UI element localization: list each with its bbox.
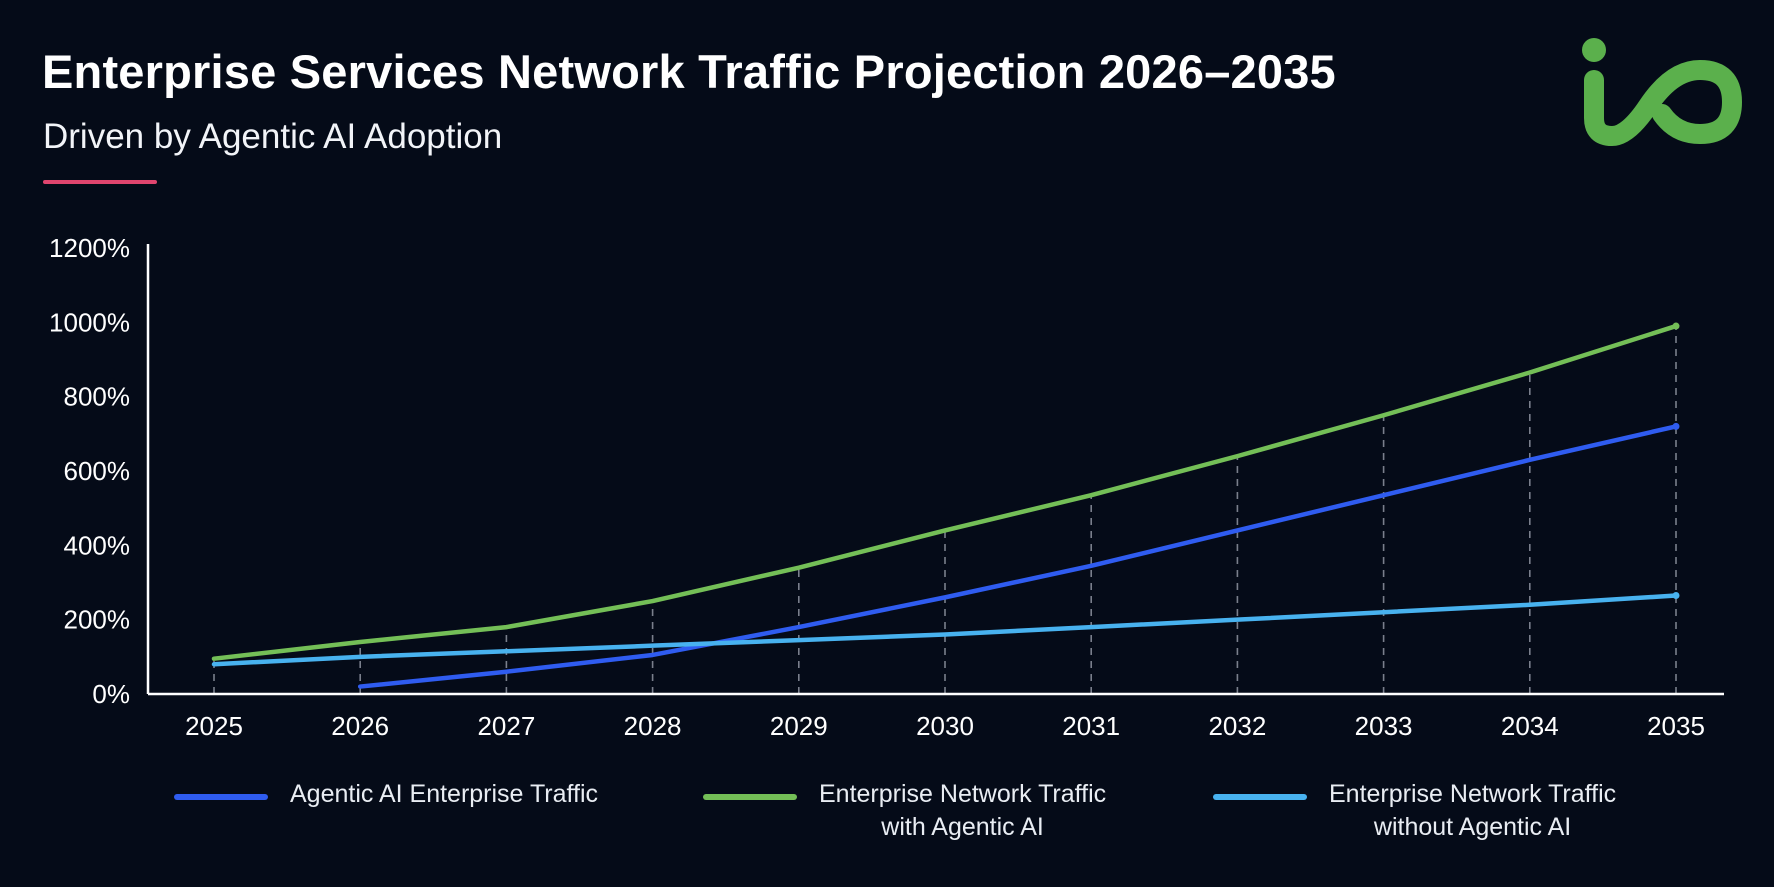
- series-line: [211, 593, 1679, 667]
- y-tick-label: 200%: [64, 605, 131, 635]
- y-tick-label: 600%: [64, 456, 131, 486]
- x-tick-label: 2030: [916, 711, 974, 741]
- series-line: [357, 424, 1679, 689]
- x-tick-label: 2034: [1501, 711, 1559, 741]
- legend-swatch: [703, 794, 797, 800]
- y-tick-label: 0%: [92, 679, 130, 709]
- data-point: [1672, 322, 1680, 330]
- x-tick-label: 2035: [1647, 711, 1705, 741]
- x-tick-label: 2032: [1208, 711, 1266, 741]
- x-tick-label: 2026: [331, 711, 389, 741]
- legend-label: Agentic AI Enterprise Traffic: [290, 780, 599, 808]
- legend-label: Enterprise Network Traffic without Agent…: [1329, 780, 1617, 841]
- legend-label: Enterprise Network Traffic with Agentic …: [819, 780, 1107, 841]
- series-line: [211, 323, 1679, 661]
- data-point: [1672, 422, 1680, 430]
- axes: [146, 244, 1724, 696]
- y-tick-label: 400%: [64, 530, 131, 560]
- x-axis-ticks: 2025 2026 2027 2028 2029 2030 2031 2032 2033 2034…: [185, 711, 1705, 741]
- legend: Agentic AI Enterprise Traffic Enterprise…: [0, 778, 1774, 868]
- y-tick-label: 1000%: [49, 307, 130, 337]
- y-tick-label: 1200%: [49, 233, 130, 263]
- line-chart: 0%200%400%600%800%1000%1200% 2025 2026 202…: [49, 233, 1724, 741]
- x-tick-label: 2027: [477, 711, 535, 741]
- legend-item-with-agentic-ai[interactable]: Enterprise Network Traffic with Agentic …: [703, 778, 1106, 844]
- legend-swatch: [1213, 794, 1307, 800]
- y-axis-ticks: 0% 200% 400% 600% 800% 1000% 1200%: [49, 233, 130, 709]
- y-tick-label: 800%: [64, 382, 131, 412]
- chart-subtitle: Driven by Agentic AI Adoption: [43, 117, 503, 156]
- x-tick-label: 2025: [185, 711, 243, 741]
- chart-title: Enterprise Services Network Traffic Proj…: [42, 45, 1336, 98]
- x-tick-label: 2033: [1355, 711, 1413, 741]
- data-point: [1672, 592, 1680, 600]
- series-lines: [211, 322, 1680, 689]
- gridlines: [213, 326, 1677, 694]
- legend-swatch: [174, 794, 268, 800]
- x-tick-label: 2031: [1062, 711, 1120, 741]
- accent-rule: [43, 180, 157, 184]
- legend-item-without-agentic-ai[interactable]: Enterprise Network Traffic without Agent…: [1213, 778, 1616, 844]
- x-tick-label: 2028: [624, 711, 682, 741]
- x-tick-label: 2029: [770, 711, 828, 741]
- io-logo-icon: [1582, 38, 1743, 147]
- legend-item-agentic-ai-traffic[interactable]: Agentic AI Enterprise Traffic: [174, 778, 598, 811]
